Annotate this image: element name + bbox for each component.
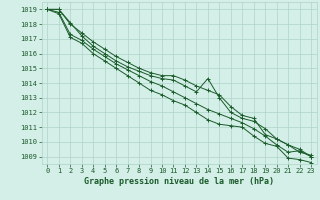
X-axis label: Graphe pression niveau de la mer (hPa): Graphe pression niveau de la mer (hPa) — [84, 177, 274, 186]
